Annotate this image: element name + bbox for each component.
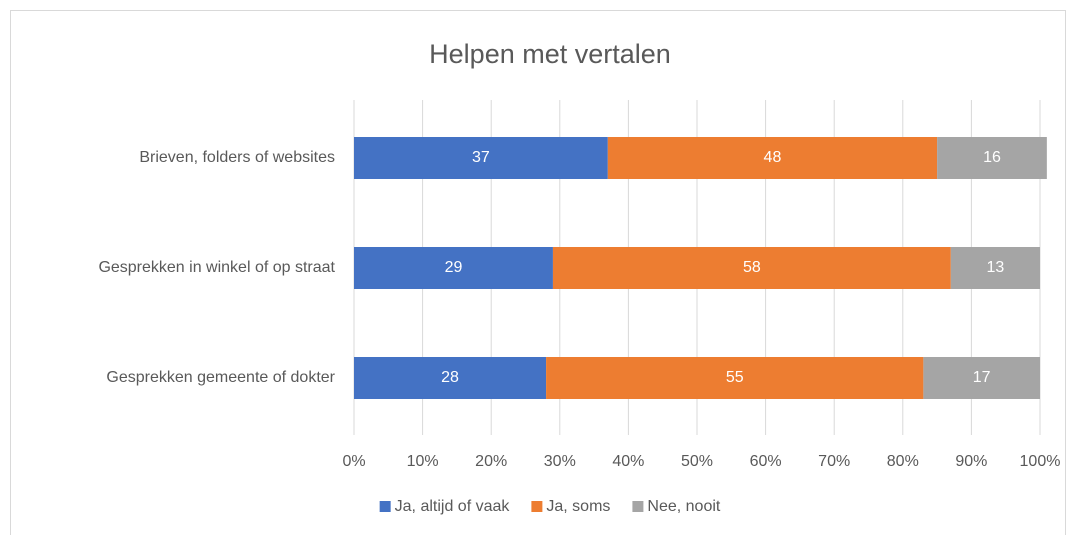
legend-swatch xyxy=(632,501,644,512)
data-label: 13 xyxy=(987,259,1005,276)
bar-segment xyxy=(552,247,951,289)
data-label: 48 xyxy=(764,149,782,166)
x-tick-label: 70% xyxy=(818,453,850,470)
data-label: 16 xyxy=(983,149,1001,166)
bar-segment xyxy=(354,247,553,289)
data-label: 28 xyxy=(441,369,459,386)
bar-segment xyxy=(937,137,1047,179)
x-tick-label: 20% xyxy=(475,453,507,470)
legend-label: Ja, altijd of vaak xyxy=(395,498,511,515)
x-tick-label: 40% xyxy=(612,453,644,470)
bar-segment xyxy=(354,357,547,399)
legend-label: Nee, nooit xyxy=(647,498,720,515)
y-tick-label: Gesprekken gemeente of dokter xyxy=(106,369,335,386)
data-label: 29 xyxy=(445,259,463,276)
bar-segment xyxy=(354,137,608,179)
x-tick-label: 100% xyxy=(1020,453,1061,470)
legend-label: Ja, soms xyxy=(546,498,610,515)
data-label: 17 xyxy=(973,369,991,386)
data-label: 58 xyxy=(743,259,761,276)
x-tick-label: 60% xyxy=(750,453,782,470)
data-label: 37 xyxy=(472,149,490,166)
x-tick-label: 80% xyxy=(887,453,919,470)
bar-segment xyxy=(607,137,938,179)
x-tick-label: 10% xyxy=(407,453,439,470)
x-tick-label: 50% xyxy=(681,453,713,470)
legend-swatch xyxy=(379,501,391,512)
bar-segment xyxy=(950,247,1040,289)
bar-segment xyxy=(546,357,924,399)
x-tick-label: 90% xyxy=(955,453,987,470)
y-tick-label: Gesprekken in winkel of op straat xyxy=(98,259,335,276)
legend-swatch xyxy=(531,501,543,512)
x-tick-label: 0% xyxy=(342,453,365,470)
data-label: 55 xyxy=(726,369,744,386)
chart-title: Helpen met vertalen xyxy=(429,39,671,69)
y-tick-label: Brieven, folders of websites xyxy=(139,149,335,166)
bar-segment xyxy=(923,357,1040,399)
x-tick-label: 30% xyxy=(544,453,576,470)
